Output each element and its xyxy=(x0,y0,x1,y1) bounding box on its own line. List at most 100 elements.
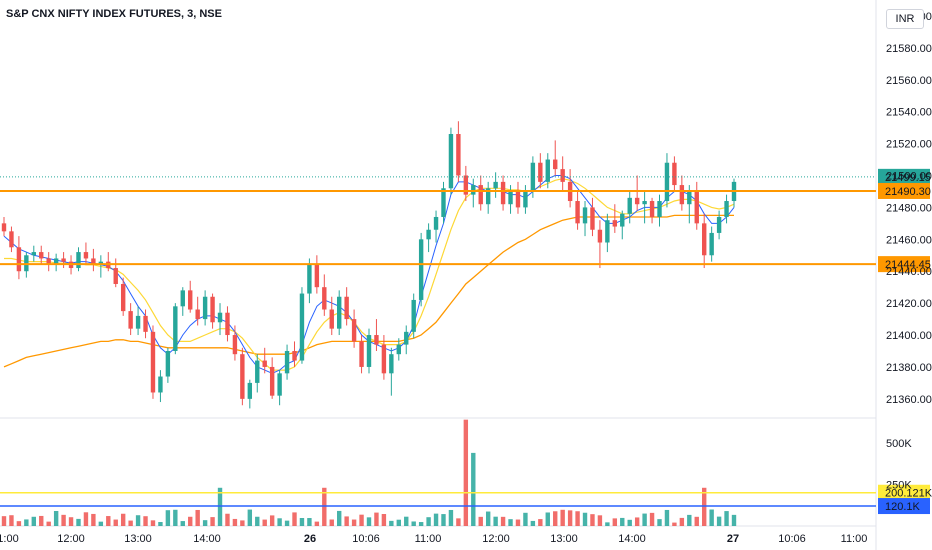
volume-bar xyxy=(314,521,320,526)
price-level-label: 21444.45 xyxy=(885,259,931,271)
volume-bar xyxy=(657,519,662,526)
volume-bar xyxy=(374,512,379,526)
volume-bar xyxy=(240,520,245,526)
volume-bar xyxy=(299,518,305,526)
candle-body xyxy=(247,382,253,399)
candle-body xyxy=(374,335,379,345)
volume-bar xyxy=(83,512,89,526)
volume-bar xyxy=(307,518,312,526)
volume-bar xyxy=(143,516,148,526)
volume-bar xyxy=(500,516,506,526)
candle-body xyxy=(195,309,200,320)
candle-body xyxy=(232,335,238,355)
volume-bar xyxy=(381,513,387,526)
volume-level-label: 200.121K xyxy=(885,488,932,500)
volume-bar xyxy=(679,517,685,526)
volume-bar xyxy=(716,516,722,526)
volume-bar xyxy=(217,487,223,526)
volume-bar xyxy=(523,512,528,526)
price-level-badge xyxy=(878,182,930,199)
volume-bar xyxy=(560,509,565,526)
price-tick-label: 21500.00 xyxy=(886,170,932,182)
candle-body xyxy=(620,213,625,227)
candle-body xyxy=(366,335,372,367)
price-axis[interactable]: 21600.0021580.0021560.0021540.0021520.00… xyxy=(886,11,932,492)
candle-body xyxy=(597,229,603,243)
price-tick-label: 21420.00 xyxy=(886,298,932,310)
time-tick-label: 12:00 xyxy=(57,533,85,545)
candle-body xyxy=(255,360,260,383)
volume-bar xyxy=(426,517,431,526)
candle-body xyxy=(426,229,431,240)
volume-bar xyxy=(120,513,126,526)
time-tick-label: 27 xyxy=(727,533,739,545)
volume-bar xyxy=(225,513,230,526)
candle-body xyxy=(657,201,662,217)
time-tick-label: 10:06 xyxy=(352,533,380,545)
candle-body xyxy=(284,350,290,374)
time-axis[interactable]: 1:00 12:00 13:00 14:00 26 10:06 11:00 12:00 13:0… xyxy=(0,533,867,545)
volume-bar xyxy=(188,516,193,526)
price-level-label: 21490.30 xyxy=(885,186,931,198)
volume-bar xyxy=(202,520,208,526)
volume-tick-label: 500K xyxy=(886,438,912,450)
volume-bar xyxy=(1,516,7,526)
volume-bar xyxy=(284,520,290,526)
candle-body xyxy=(210,296,215,323)
price-tick-label: 21580.00 xyxy=(886,43,932,55)
time-tick-label: 14:00 xyxy=(618,533,646,545)
candle-body xyxy=(441,188,446,217)
volume-bar xyxy=(545,512,550,526)
volume-bar xyxy=(46,521,51,526)
volume-bar xyxy=(389,520,394,526)
volume-bar xyxy=(255,516,260,526)
candle-body xyxy=(128,311,133,329)
candle-body xyxy=(120,283,126,312)
candle-body xyxy=(76,252,81,269)
currency-button[interactable]: INR xyxy=(886,9,924,29)
volume-bar xyxy=(76,518,81,526)
volume-bar xyxy=(135,515,141,526)
volume-bar xyxy=(404,516,409,526)
time-tick-label: 14:00 xyxy=(193,533,221,545)
candle-body xyxy=(627,197,632,214)
candle-body xyxy=(314,264,320,288)
volume-bar xyxy=(605,522,610,526)
time-tick-label: 10:06 xyxy=(778,533,806,545)
candle-body xyxy=(582,207,588,224)
candle-body xyxy=(165,350,171,377)
volume-bar xyxy=(359,514,364,526)
candle-body xyxy=(53,258,59,265)
candle-body xyxy=(560,169,565,182)
candle-body xyxy=(389,354,394,374)
candle-body xyxy=(642,201,647,205)
price-tick-label: 21360.00 xyxy=(886,394,932,406)
volume-bar xyxy=(441,514,446,526)
candle-body xyxy=(553,159,558,170)
volume-bar xyxy=(471,452,476,526)
volume-bar xyxy=(113,519,118,526)
candle-body xyxy=(709,232,714,256)
candle-body xyxy=(702,223,707,256)
volume-bar xyxy=(31,516,36,526)
volume-bar xyxy=(68,517,74,526)
price-level-badge xyxy=(878,256,930,273)
candle-body xyxy=(515,191,521,208)
volume-bar xyxy=(344,516,349,526)
volume-bar xyxy=(9,515,14,526)
volume-bar xyxy=(150,520,156,526)
candle-body xyxy=(538,162,543,182)
candle-body xyxy=(307,264,312,294)
candle-body xyxy=(337,296,342,329)
volume-bar xyxy=(411,521,416,526)
candle-body xyxy=(523,191,528,208)
time-tick-label: 13:00 xyxy=(124,533,152,545)
volume-level-badge xyxy=(878,498,930,515)
volume-bar xyxy=(277,518,282,526)
candle-body xyxy=(672,162,677,186)
volume-tick-label: 250K xyxy=(886,479,912,491)
last-price-label: 21499.15 xyxy=(885,172,931,184)
volume-bar xyxy=(649,512,655,526)
